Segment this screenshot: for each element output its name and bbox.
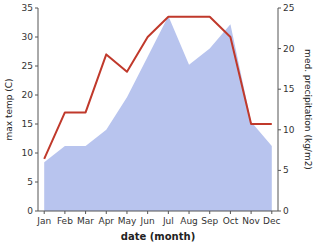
y2-tick-label: 20 — [283, 44, 295, 54]
y2-tick — [278, 89, 281, 90]
x-tick-label: Jan — [36, 216, 51, 226]
y-tick-label: 25 — [22, 61, 33, 71]
y2-tick-label: 25 — [283, 3, 294, 13]
y-tick — [35, 124, 38, 125]
x-axis-label: date (month) — [121, 231, 195, 242]
y-tick — [35, 153, 38, 154]
y-axis-label: max temp (C) — [4, 78, 14, 140]
x-tick — [147, 211, 148, 214]
x-tick — [106, 211, 107, 214]
y-tick — [35, 37, 38, 38]
precip-area — [44, 16, 272, 211]
y2-axis-label: med. precipitation (kg/m2) — [303, 49, 313, 170]
y2-tick-label: 10 — [283, 125, 295, 135]
x-tick — [64, 211, 65, 214]
y2-tick — [278, 211, 281, 212]
x-tick-label: Aug — [180, 216, 198, 226]
y-tick-label: 10 — [22, 148, 34, 158]
temp-line — [44, 17, 272, 159]
y-tick — [35, 8, 38, 9]
x-tick — [189, 211, 190, 214]
y-tick-label: 15 — [22, 119, 33, 129]
y2-tick — [278, 129, 281, 130]
y2-tick-label: 15 — [283, 84, 294, 94]
y-tick — [35, 66, 38, 67]
y2-tick — [278, 8, 281, 9]
y-axis — [38, 8, 39, 211]
x-tick — [85, 211, 86, 214]
y-tick-label: 35 — [22, 3, 33, 13]
y2-tick — [278, 170, 281, 171]
x-tick-label: Sep — [201, 216, 218, 226]
x-tick — [126, 211, 127, 214]
x-tick — [230, 211, 231, 214]
y-tick — [35, 211, 38, 212]
y-tick-label: 0 — [27, 206, 33, 216]
y2-tick-label: 5 — [283, 165, 289, 175]
x-tick-label: Feb — [57, 216, 73, 226]
x-tick — [209, 211, 210, 214]
y-tick-label: 30 — [22, 32, 34, 42]
y2-tick — [278, 48, 281, 49]
y-tick — [35, 182, 38, 183]
x-tick — [168, 211, 169, 214]
y2-tick-label: 0 — [283, 206, 289, 216]
x-axis — [38, 211, 278, 212]
y-tick — [35, 95, 38, 96]
plot-area — [44, 16, 272, 211]
x-tick — [271, 211, 272, 214]
x-tick-label: Nov — [242, 216, 260, 226]
x-tick — [44, 211, 45, 214]
x-tick-label: Mar — [77, 216, 94, 226]
chart: JanFebMarAprMayJunJulAugSepOctNovDec0510… — [0, 0, 318, 247]
x-tick — [251, 211, 252, 214]
x-tick-label: Dec — [263, 216, 280, 226]
x-tick-label: Jul — [162, 216, 174, 226]
x-tick-label: May — [118, 216, 137, 226]
x-tick-label: Oct — [223, 216, 239, 226]
x-tick-label: Apr — [98, 216, 114, 226]
y2-axis — [278, 8, 279, 211]
x-tick-label: Jun — [140, 216, 155, 226]
y-tick-label: 20 — [22, 90, 34, 100]
y-tick-label: 5 — [27, 177, 33, 187]
